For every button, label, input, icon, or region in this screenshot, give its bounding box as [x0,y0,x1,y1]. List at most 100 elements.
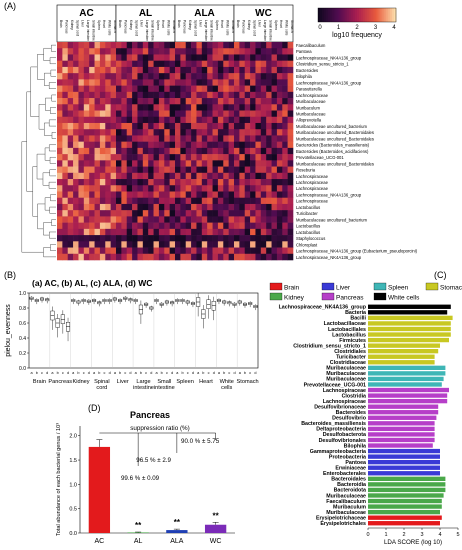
heatmap-cell [105,166,111,174]
heatmap-cell [212,253,219,261]
heatmap-cell [83,179,90,186]
heatmap-cell [89,185,95,192]
heatmap-cell [180,210,187,217]
heatmap-cell [287,241,294,248]
heatmap-cell [185,73,192,80]
heatmap-cell [260,203,267,211]
heatmap-cell [282,247,288,255]
heatmap-cell [201,54,208,61]
heatmap-cell [164,235,170,242]
heatmap-cell [67,228,74,236]
heatmap-cell [244,247,251,255]
lda-bar [368,343,440,348]
heatmap-cell [94,91,101,99]
heatmap-cell [94,222,101,230]
heatmap-cell [175,154,181,161]
heatmap-cell [158,179,165,186]
heatmap-cell [175,185,181,192]
heatmap-cell [217,216,224,223]
heatmap-cell [116,42,122,49]
heatmap-cell [234,210,240,217]
heatmap-cell [67,210,74,217]
suppression-annotation-ala: 96.5 % ± 2.9 [136,457,171,464]
heatmap-cell [271,79,278,86]
heatmap-cell [158,135,165,142]
heatmap-cell [121,210,128,217]
heatmap-cell [148,135,154,142]
heatmap-cell [62,135,69,142]
heatmap-cell [228,185,235,192]
heatmap-cell [250,42,256,49]
heatmap-cell [217,154,224,161]
heatmap-cell [158,203,165,211]
heatmap-cell [105,48,111,55]
heatmap-cell [121,154,128,161]
dendrogram-branch [51,94,56,102]
heatmap-cell [276,222,283,230]
tissue-label: Spinal [94,379,110,385]
heatmap-cell [169,197,176,205]
heatmap-cell [78,185,85,192]
heatmap-cell [142,185,149,192]
heatmap-cell [239,228,246,236]
heatmap-cell [126,197,133,205]
heatmap-cell [94,203,101,211]
heatmap-cell [83,172,90,180]
lda-bar-label: Pantoea [345,460,366,466]
heatmap-cell [169,122,176,130]
heatmap-cell [180,122,187,130]
heatmap-cell [110,73,117,80]
heatmap-cell [169,110,176,118]
heatmap-cell [73,147,79,155]
heatmap-cell [94,110,101,118]
heatmap-cell [78,91,85,99]
heatmap-cell [99,110,106,118]
heatmap-cell [148,228,154,236]
heatmap-cell [94,104,101,111]
heatmap-cell [73,241,79,248]
heatmap-cell [89,179,95,186]
dendrogram-branch [51,219,56,226]
lda-bar [368,504,442,509]
heatmap-cell [73,104,79,111]
heatmap-cell [137,48,144,55]
heatmap-cell [99,116,106,124]
heatmap-cell [73,172,79,180]
heatmap-cell [67,222,74,230]
heatmap-cell [110,116,117,124]
heatmap-cell [78,129,85,136]
heatmap-cell [239,116,246,124]
heatmap-cell [244,73,251,80]
heatmap-cell [110,203,117,211]
heatmap-cell [105,60,111,68]
heatmap-cell [105,66,111,74]
heatmap-cell [94,185,101,192]
heatmap-cell [132,48,138,55]
heatmap-cell [153,197,160,205]
heatmap-cell [110,185,117,192]
heatmap-cell [132,216,138,223]
heatmap-cell [223,110,229,118]
heatmap-cell [126,203,133,211]
heatmap-cell [239,98,246,105]
heatmap-cell [287,104,294,111]
heatmap-cell [207,104,213,111]
heatmap-cell [228,203,235,211]
heatmap-cell [164,185,170,192]
heatmap-cell [223,66,229,74]
lda-bar-label: Bacilli [350,316,366,322]
heatmap-cell [196,185,203,192]
heatmap-cell [271,179,278,186]
heatmap-cell [99,179,106,186]
heatmap-cell [244,54,251,61]
heatmap-cell [212,216,219,223]
heatmap-cell [110,253,117,261]
heatmap-cell [223,160,229,167]
heatmap-cell [67,216,74,223]
heatmap-cell [239,42,246,49]
heatmap-cell [282,79,288,86]
dendrogram-branch [30,66,40,117]
heatmap-cell [99,141,106,149]
heatmap-cell [137,91,144,99]
heatmap-cell [250,160,256,167]
